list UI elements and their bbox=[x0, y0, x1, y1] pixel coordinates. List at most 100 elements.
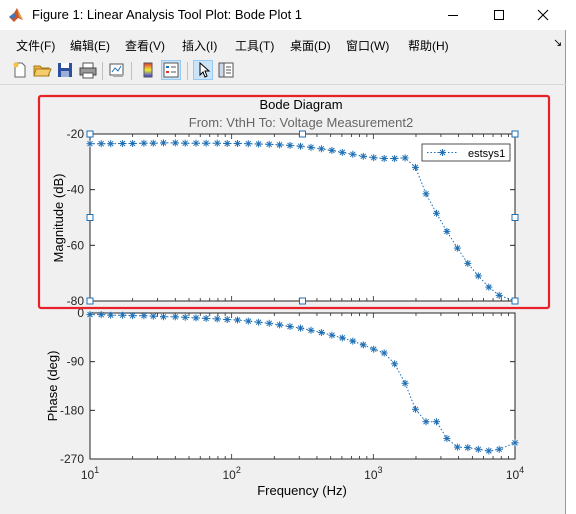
phase-point bbox=[202, 314, 210, 322]
selection-handle[interactable] bbox=[511, 130, 519, 138]
magnitude-point bbox=[192, 139, 200, 147]
phase-point bbox=[181, 313, 189, 321]
phase-point bbox=[349, 337, 357, 345]
open-file-icon[interactable] bbox=[32, 60, 52, 80]
magnitude-point bbox=[307, 143, 315, 151]
phase-point bbox=[433, 418, 440, 426]
magnitude-point bbox=[485, 283, 493, 291]
new-figure-icon[interactable] bbox=[10, 60, 30, 80]
selection-handle[interactable] bbox=[299, 297, 306, 305]
close-icon bbox=[537, 9, 549, 21]
magnitude-point bbox=[97, 140, 105, 148]
phase-point bbox=[213, 315, 221, 323]
magnitude-y-tick-label: -80 bbox=[67, 294, 85, 308]
phase-point bbox=[119, 311, 127, 319]
x-tick-label: 102 bbox=[222, 465, 240, 482]
magnitude-point bbox=[119, 140, 127, 147]
legend-marker bbox=[439, 149, 446, 156]
phase-point bbox=[380, 349, 388, 357]
magnitude-point bbox=[380, 155, 388, 162]
phase-point bbox=[453, 443, 461, 451]
selection-handle[interactable] bbox=[511, 214, 519, 221]
magnitude-point bbox=[149, 139, 157, 147]
menu-insert[interactable]: 插入(I) bbox=[182, 39, 218, 53]
menu-view[interactable]: 查看(V) bbox=[125, 39, 165, 53]
magnitude-point bbox=[474, 272, 482, 280]
phase-point bbox=[286, 323, 294, 330]
x-axis-label: Frequency (Hz) bbox=[257, 483, 347, 498]
magnitude-point bbox=[443, 227, 451, 235]
chart-subtitle: From: VthH To: Voltage Measurement2 bbox=[189, 115, 413, 130]
menu-edit[interactable]: 编辑(E) bbox=[70, 39, 110, 53]
magnitude-point bbox=[286, 141, 294, 149]
phase-point bbox=[223, 316, 231, 323]
title-bar: Figure 1: Linear Analysis Tool Plot: Bod… bbox=[0, 0, 566, 30]
magnitude-point bbox=[359, 152, 367, 160]
magnitude-point bbox=[338, 148, 346, 156]
phase-y-tick-label: -180 bbox=[60, 403, 84, 417]
magnitude-point bbox=[422, 190, 430, 198]
magnitude-point bbox=[349, 150, 357, 158]
phase-point bbox=[328, 331, 336, 339]
bode-plot: Bode Diagram From: VthH To: Voltage Meas… bbox=[37, 94, 551, 498]
legend[interactable]: estsys1 bbox=[421, 143, 511, 162]
phase-point bbox=[86, 311, 94, 319]
phase-point bbox=[297, 324, 304, 332]
x-tick-label: 103 bbox=[364, 465, 382, 482]
phase-point bbox=[244, 317, 252, 325]
selection-handles[interactable] bbox=[86, 130, 519, 305]
property-inspector-icon[interactable] bbox=[216, 60, 236, 80]
minimize-button[interactable] bbox=[430, 0, 476, 30]
close-button[interactable] bbox=[520, 0, 566, 30]
toolbar-separator bbox=[131, 62, 132, 80]
menu-file[interactable]: 文件(F) bbox=[16, 39, 56, 53]
selection-handle[interactable] bbox=[511, 297, 519, 305]
magnitude-point bbox=[433, 209, 440, 217]
selection-handle[interactable] bbox=[86, 297, 94, 305]
toolbar-separator bbox=[187, 62, 188, 80]
phase-point bbox=[129, 312, 137, 320]
menu-desktop[interactable]: 桌面(D) bbox=[290, 39, 331, 53]
pointer-icon[interactable] bbox=[193, 60, 213, 80]
x-ticks: 101 102 103 104 bbox=[81, 134, 524, 482]
phase-point bbox=[107, 311, 115, 319]
phase-y-label: Phase (deg) bbox=[45, 351, 60, 422]
menu-tools[interactable]: 工具(T) bbox=[235, 39, 275, 53]
magnitude-axes[interactable] bbox=[89, 133, 516, 302]
magnitude-point bbox=[213, 139, 221, 147]
magnitude-y-tick-label: -60 bbox=[67, 238, 85, 252]
phase-y-tick-label: -270 bbox=[60, 452, 84, 466]
phase-point bbox=[192, 314, 200, 322]
dock-arrow-icon[interactable]: ↘ bbox=[553, 37, 563, 49]
menu-window[interactable]: 窗口(W) bbox=[346, 39, 390, 53]
phase-point bbox=[276, 321, 284, 329]
print-icon[interactable] bbox=[78, 60, 98, 80]
selection-handle[interactable] bbox=[86, 214, 94, 221]
save-icon[interactable] bbox=[55, 60, 75, 80]
magnitude-point bbox=[181, 139, 189, 147]
magnitude-series bbox=[86, 139, 519, 305]
magnitude-point bbox=[86, 140, 94, 148]
magnitude-point bbox=[129, 140, 137, 147]
selection-handle[interactable] bbox=[299, 130, 306, 138]
magnitude-point bbox=[495, 291, 503, 299]
phase-point bbox=[160, 313, 167, 321]
selection-handle[interactable] bbox=[86, 130, 94, 138]
magnitude-y-label: Magnitude (dB) bbox=[51, 174, 66, 263]
figure-canvas: Bode Diagram From: VthH To: Voltage Meas… bbox=[9, 90, 558, 503]
phase-axes[interactable] bbox=[89, 312, 516, 460]
link-plot-icon[interactable] bbox=[107, 60, 127, 80]
phase-point bbox=[149, 312, 157, 320]
toolbar bbox=[0, 58, 566, 85]
phase-point bbox=[359, 341, 367, 349]
magnitude-point bbox=[401, 154, 409, 162]
legend-label: estsys1 bbox=[468, 148, 505, 160]
colorbar-icon[interactable] bbox=[138, 60, 158, 80]
maximize-button[interactable] bbox=[476, 0, 522, 30]
phase-point bbox=[511, 439, 519, 447]
legend-box bbox=[421, 143, 511, 162]
menu-help[interactable]: 帮助(H) bbox=[408, 39, 449, 53]
magnitude-point bbox=[202, 139, 210, 147]
legend-icon[interactable] bbox=[161, 60, 181, 80]
